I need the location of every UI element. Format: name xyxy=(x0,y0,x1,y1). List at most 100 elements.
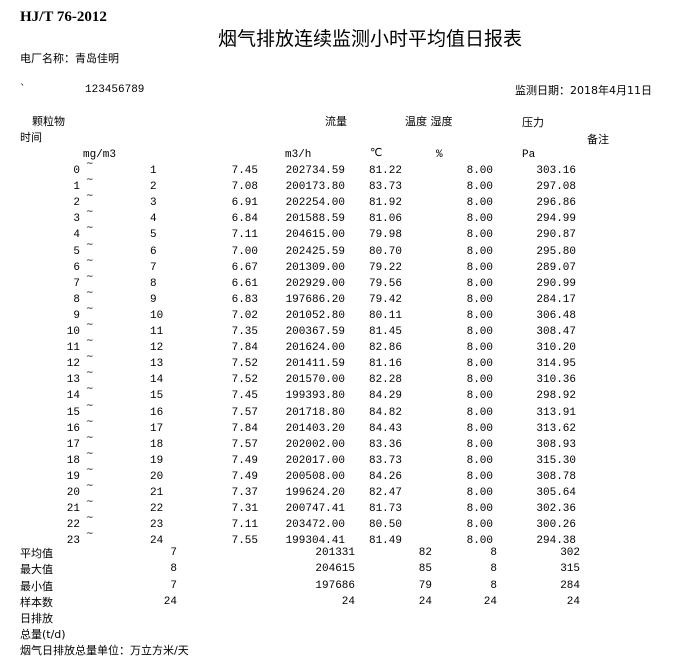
pm-value: 7.57 xyxy=(231,406,258,419)
hour-end: 10 xyxy=(150,309,164,322)
pressure-value: 290.99 xyxy=(536,277,576,290)
hour-start: 19 xyxy=(66,470,80,483)
tilde-separator: ~ xyxy=(86,207,94,218)
tilde-separator: ~ xyxy=(86,464,94,475)
temp-stat: 79 xyxy=(418,579,432,592)
pm-value: 6.91 xyxy=(231,197,258,210)
pm-value: 7.11 xyxy=(231,519,258,532)
total-label: 总量(t/d) xyxy=(20,628,66,641)
temp-value: 84.43 xyxy=(368,422,402,435)
hum-value: 8.00 xyxy=(466,406,493,419)
pm-stat: 7 xyxy=(170,547,177,559)
hum-value: 8.00 xyxy=(466,165,493,177)
pm-value: 6.61 xyxy=(231,277,258,290)
tilde-separator: ~ xyxy=(86,513,94,524)
tilde-separator: ~ xyxy=(86,529,94,540)
temp-value: 79.42 xyxy=(368,293,402,306)
temp-value: 82.28 xyxy=(368,374,402,387)
pressure-value: 294.99 xyxy=(536,213,576,226)
tilde-separator: ~ xyxy=(86,400,94,411)
col-flow: 流量 xyxy=(325,115,347,128)
hum-value: 8.00 xyxy=(466,390,493,403)
summary-label: 样本数 xyxy=(20,595,53,609)
pm-value: 7.37 xyxy=(231,487,258,499)
temp-value: 79.22 xyxy=(368,261,402,274)
col-pm: 颗粒物 xyxy=(32,115,65,128)
pm-value: 7.08 xyxy=(231,181,258,194)
flow-value: 199624.20 xyxy=(285,487,345,499)
pm-value: 7.31 xyxy=(231,503,258,516)
summary-label: 最大值 xyxy=(20,563,53,577)
pressure-value: 289.07 xyxy=(536,261,576,274)
tilde-separator: ~ xyxy=(86,255,94,266)
pressure-value: 294.38 xyxy=(536,535,576,548)
col-pressure: 压力 xyxy=(522,116,544,129)
pressure-stat: 284 xyxy=(560,579,580,592)
flow-stat: 24 xyxy=(341,595,355,608)
hour-end: 12 xyxy=(150,342,164,355)
tilde-separator: ~ xyxy=(86,497,94,508)
temp-value: 81.49 xyxy=(368,535,402,548)
flow-value: 204615.00 xyxy=(285,229,345,242)
pm-value: 7.52 xyxy=(231,358,258,371)
tilde-separator: ~ xyxy=(86,336,94,347)
pm-value: 7.11 xyxy=(231,229,258,242)
hum-stat: 8 xyxy=(490,563,497,576)
summary-label: 平均值 xyxy=(20,547,53,560)
hour-start: 17 xyxy=(66,438,80,451)
report-title: 烟气排放连续监测小时平均值日报表 xyxy=(218,28,523,50)
hour-start: 20 xyxy=(66,487,80,499)
monitor-date: 监测日期：2018年4月11日 xyxy=(515,84,652,97)
tilde-separator: ~ xyxy=(86,320,94,330)
hum-value: 8.00 xyxy=(466,503,493,516)
daily-emission-label: 日排放 xyxy=(20,612,53,625)
col-time: 时间 xyxy=(20,131,42,144)
tilde-separator: ~ xyxy=(86,432,94,443)
flow-value: 201570.00 xyxy=(285,374,345,387)
pressure-value: 308.78 xyxy=(536,470,576,483)
tilde-separator: ~ xyxy=(86,416,94,427)
flow-value: 202425.59 xyxy=(285,245,345,258)
unit-temp: ℃ xyxy=(370,146,383,159)
hour-start: 6 xyxy=(73,261,80,274)
hour-start: 21 xyxy=(66,503,80,516)
hour-start: 13 xyxy=(66,374,80,387)
hour-end: 5 xyxy=(150,229,157,242)
temp-value: 80.11 xyxy=(368,309,402,322)
hum-value: 8.00 xyxy=(466,197,493,210)
hour-start: 22 xyxy=(66,519,80,532)
tilde-separator: ~ xyxy=(86,159,94,169)
hour-start: 11 xyxy=(66,342,80,355)
pressure-value: 314.95 xyxy=(536,358,576,371)
mark: ` xyxy=(20,82,26,95)
hour-start: 10 xyxy=(66,326,80,338)
hour-end: 15 xyxy=(150,390,164,403)
hour-start: 5 xyxy=(73,245,80,258)
tilde-separator: ~ xyxy=(86,271,94,282)
hour-start: 16 xyxy=(66,422,80,435)
pressure-value: 298.92 xyxy=(536,390,576,403)
pm-stat: 8 xyxy=(170,563,177,576)
tilde-separator: ~ xyxy=(86,191,94,202)
flow-value: 201411.59 xyxy=(285,358,345,371)
hour-start: 14 xyxy=(66,390,80,403)
hour-end: 23 xyxy=(150,519,164,532)
pressure-value: 295.80 xyxy=(536,245,576,258)
flow-value: 200747.41 xyxy=(285,503,345,516)
pressure-value: 302.36 xyxy=(536,503,576,516)
flow-value: 199393.80 xyxy=(285,390,345,403)
flow-stat: 201331 xyxy=(315,547,355,559)
unit-pm: mg/m3 xyxy=(83,149,117,161)
temp-value: 82.86 xyxy=(368,342,402,355)
hum-stat: 8 xyxy=(490,547,497,559)
temp-value: 80.70 xyxy=(368,245,402,258)
tilde-separator: ~ xyxy=(86,448,94,459)
hum-stat: 8 xyxy=(490,579,497,592)
flow-value: 202254.00 xyxy=(285,197,345,210)
flow-value: 202929.00 xyxy=(285,277,345,290)
hour-start: 0 xyxy=(73,165,80,177)
pressure-stat: 302 xyxy=(560,547,580,559)
hour-start: 8 xyxy=(73,293,80,306)
temp-value: 81.45 xyxy=(368,326,402,338)
